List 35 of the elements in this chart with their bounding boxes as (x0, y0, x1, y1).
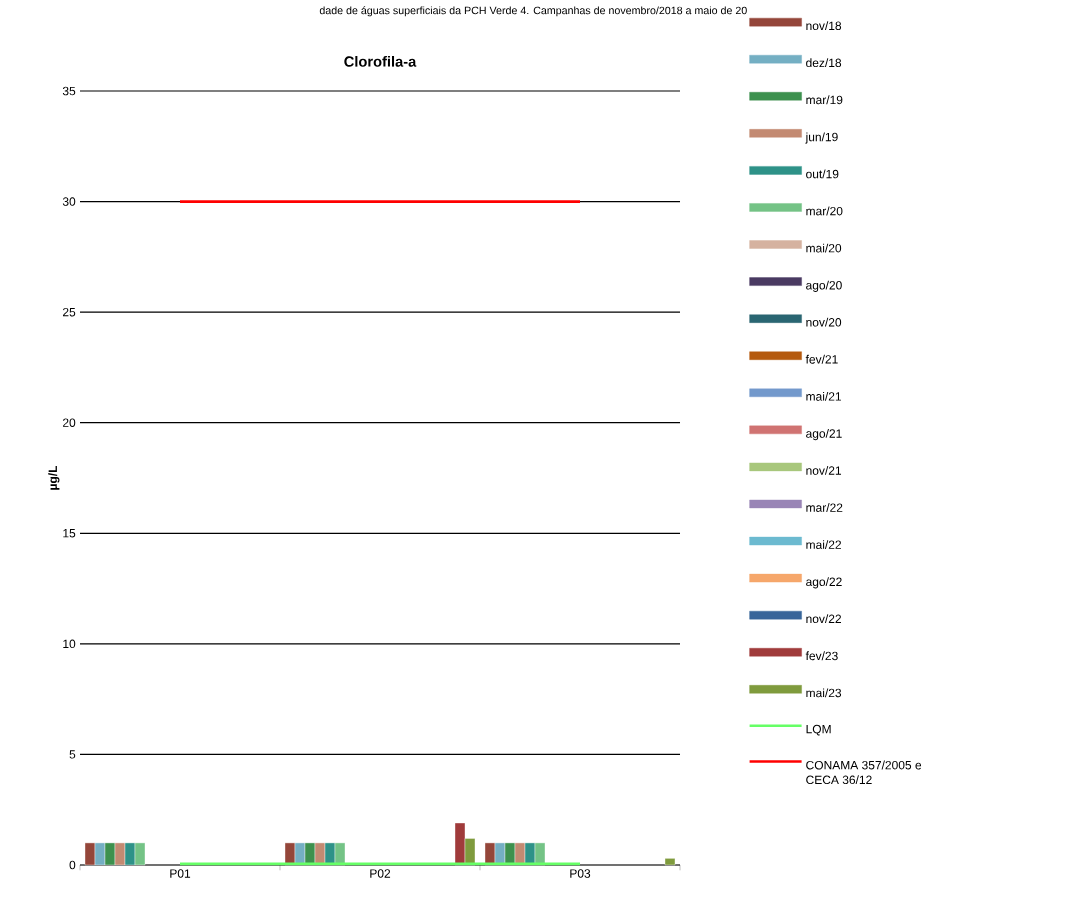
legend-label: nov/18 (806, 21, 842, 31)
legend-label: ago/22 (806, 577, 842, 589)
y-tick-label: 20 (62, 418, 76, 427)
x-tick-label: P03 (570, 869, 591, 878)
y-tick-label: 30 (62, 197, 76, 206)
legend-label: dez/18 (806, 58, 842, 68)
legend-label: LQM (806, 724, 831, 736)
legend-label: mai/22 (806, 540, 841, 549)
legend-label: mar/20 (806, 206, 843, 216)
text: dade de águas superficiais da PCH Verde 4. Campanhas de novembro/2018 a maio de 20 (319, 6, 747, 17)
legend-label: mai/20 (806, 243, 842, 253)
legend-label: CONAMA 357/2005 e CECA 36/12 (806, 760, 922, 785)
y-tick-label: 5 (69, 750, 76, 759)
x-tick-label: P01 (170, 869, 191, 878)
legend-label: mar/22 (806, 503, 843, 512)
y-tick-label: 35 (62, 86, 76, 96)
y-tick-label: 25 (62, 307, 76, 317)
legend-label: out/19 (806, 169, 839, 179)
y-tick-label: 15 (63, 529, 76, 538)
legend-label: ago/20 (806, 280, 842, 292)
legend-label: nov/21 (806, 466, 842, 475)
chart-title: Clorofila-a (344, 55, 417, 67)
legend-label: nov/22 (806, 614, 841, 624)
legend-label: jun/19 (805, 132, 838, 144)
legend-label: mai/21 (806, 391, 842, 401)
legend-label: ago/21 (806, 428, 842, 441)
y-tick-label: 10 (63, 639, 76, 649)
legend-label: mar/19 (806, 95, 843, 105)
legend-label: fev/21 (805, 354, 838, 364)
legend-label: mai/23 (806, 688, 842, 698)
y-tick-label: 0 (69, 860, 76, 870)
legend-label: fev/23 (805, 651, 838, 661)
y-axis-title: µg/L (48, 465, 60, 490)
x-tick-label: P02 (370, 869, 391, 878)
legend-label: nov/20 (806, 317, 842, 327)
